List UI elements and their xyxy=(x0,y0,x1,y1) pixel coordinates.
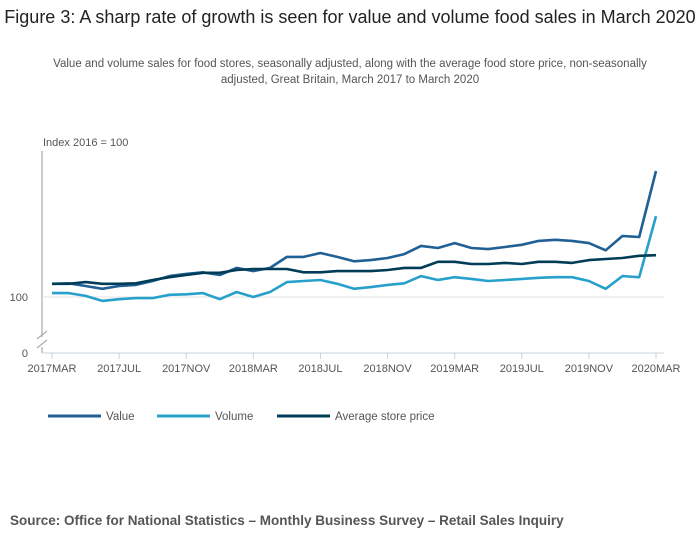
legend-label[interactable]: Value xyxy=(106,411,135,423)
y-axis-label: Index 2016 = 100 xyxy=(43,137,128,149)
source-note: Source: Office for National Statistics –… xyxy=(10,513,564,528)
x-tick-label: 2018NOV xyxy=(363,363,412,375)
chart-title: Figure 3: A sharp rate of growth is seen… xyxy=(4,7,696,27)
series-line-average-store-price[interactable] xyxy=(52,253,657,286)
x-tick-label: 2018MAR xyxy=(229,363,278,375)
x-tick-label: 2017JUL xyxy=(97,363,141,375)
x-tick-label: 2019JUL xyxy=(500,363,544,375)
legend: Value Volume Average store price xyxy=(48,411,435,423)
axis-break-mark-1 xyxy=(36,330,48,340)
y-tick-label-100: 100 xyxy=(10,292,28,304)
x-tick-label: 2019MAR xyxy=(430,363,479,375)
line-chart: Index 2016 = 100 100 0 2017MAR 2017JUL 201… xyxy=(10,137,681,423)
x-tick-label: 2017MAR xyxy=(28,363,77,375)
chart-subtitle: Value and volume sales for food stores, … xyxy=(53,58,647,86)
x-tick-label: 2020MAR xyxy=(632,363,681,375)
x-tick-label: 2018JUL xyxy=(298,363,342,375)
x-tick-label: 2017NOV xyxy=(162,363,211,375)
axis-break-mark-2 xyxy=(36,339,48,349)
legend-label[interactable]: Average store price xyxy=(335,411,435,423)
legend-label[interactable]: Volume xyxy=(215,411,253,423)
x-tick-label: 2019NOV xyxy=(565,363,614,375)
series-line-volume[interactable] xyxy=(52,215,658,303)
y-tick-label-0: 0 xyxy=(22,348,28,360)
